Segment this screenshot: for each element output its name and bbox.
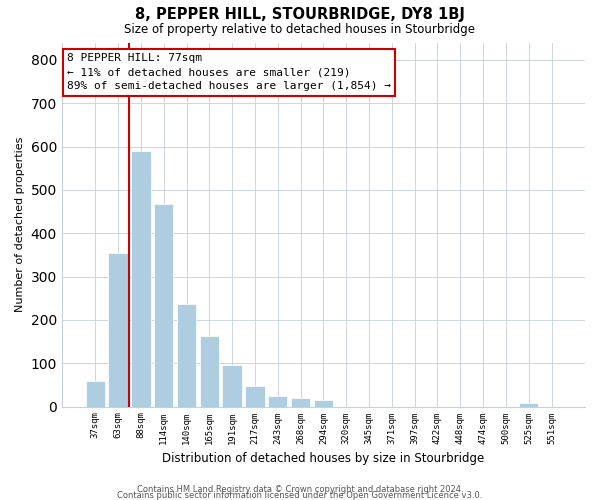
Y-axis label: Number of detached properties: Number of detached properties [15,137,25,312]
Text: Size of property relative to detached houses in Stourbridge: Size of property relative to detached ho… [125,22,476,36]
Text: Contains HM Land Registry data © Crown copyright and database right 2024.: Contains HM Land Registry data © Crown c… [137,484,463,494]
Bar [223,366,242,406]
Text: 8 PEPPER HILL: 77sqm
← 11% of detached houses are smaller (219)
89% of semi-deta: 8 PEPPER HILL: 77sqm ← 11% of detached h… [67,54,391,92]
Bar [200,336,219,406]
Bar [131,151,151,406]
Text: Contains public sector information licensed under the Open Government Licence v3: Contains public sector information licen… [118,490,482,500]
Bar [245,386,265,406]
Text: 8, PEPPER HILL, STOURBRIDGE, DY8 1BJ: 8, PEPPER HILL, STOURBRIDGE, DY8 1BJ [135,8,465,22]
Bar [109,252,128,406]
Bar [268,396,287,406]
Bar [154,204,173,406]
X-axis label: Distribution of detached houses by size in Stourbridge: Distribution of detached houses by size … [162,452,485,465]
Bar [519,403,538,406]
Bar [86,382,105,406]
Bar [177,304,196,406]
Bar [314,400,333,406]
Bar [291,398,310,406]
